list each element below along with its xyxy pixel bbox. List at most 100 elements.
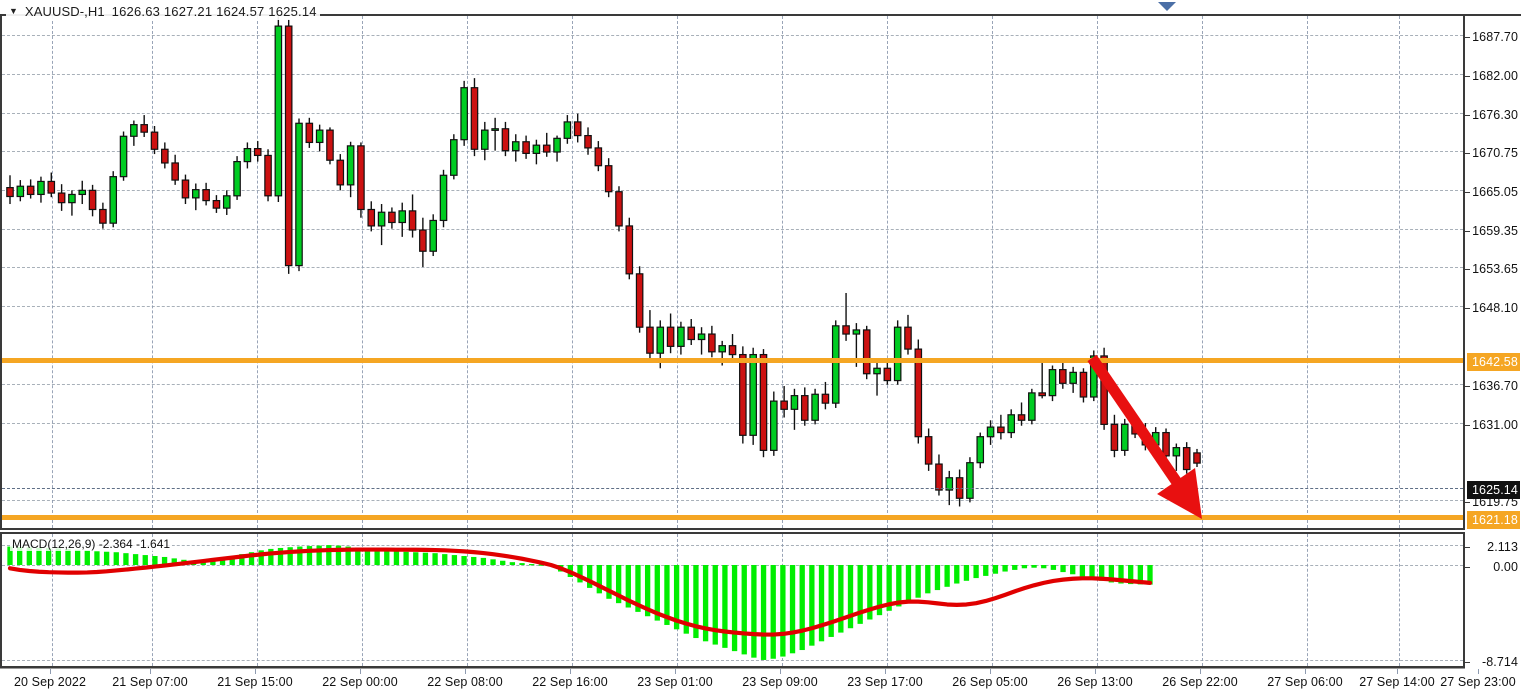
symbol-info-row[interactable]: ▼ XAUUSD-,H1 1626.63 1627.21 1624.57 162… (6, 2, 320, 20)
candlestick (161, 142, 169, 169)
candlestick (770, 391, 778, 456)
macd-histogram-bar (17, 547, 23, 565)
gridline-horizontal (2, 500, 1463, 501)
candlestick (57, 184, 66, 211)
candlestick (666, 313, 675, 354)
macd-histogram-bar (983, 565, 989, 576)
candlestick (1193, 448, 1201, 468)
price-axis-tick (1465, 115, 1470, 116)
macd-histogram-bar (1041, 565, 1047, 569)
candlestick (604, 158, 613, 198)
price-axis-label: 1682.00 (1472, 69, 1518, 83)
macd-histogram-bar (1070, 565, 1076, 575)
macd-histogram-bar (905, 565, 912, 603)
macd-axis-label: 2.113 (1487, 540, 1518, 554)
macd-histogram-bar (1128, 565, 1134, 585)
candlestick (130, 120, 138, 146)
time-axis-label: 27 Sep 14:00 (1359, 675, 1435, 689)
macd-histogram-bar (1079, 565, 1086, 577)
time-axis-tick (990, 669, 991, 674)
macd-histogram-bar (963, 565, 970, 581)
time-axis[interactable]: 20 Sep 2022 21 Sep 07:00 21 Sep 15:00 22 Se… (0, 668, 1516, 699)
gridline-horizontal (2, 384, 1463, 385)
time-axis-tick (255, 669, 256, 674)
price-axis-label: 1659.35 (1472, 224, 1518, 238)
candlestick (677, 321, 685, 355)
macd-histogram-bar (55, 548, 61, 565)
price-axis-label: 1670.75 (1472, 146, 1518, 160)
macd-signal-line (7, 547, 1153, 637)
macd-histogram-bar (1137, 565, 1143, 585)
macd-histogram-bar (45, 548, 52, 565)
candlestick (976, 432, 985, 469)
macd-histogram-bar (277, 547, 284, 565)
candlestick (460, 80, 468, 146)
price-axis-tick (1465, 153, 1470, 154)
macd-histogram-bar (992, 565, 999, 574)
macd-histogram-bar (500, 560, 506, 565)
candlestick (491, 117, 499, 151)
macd-histogram-bar (239, 554, 245, 565)
macd-histogram-bar (1050, 565, 1057, 570)
macd-histogram-bar (36, 547, 42, 565)
macd-histogram-bar (161, 556, 168, 565)
macd-histogram-bar (838, 565, 844, 633)
time-axis-label: 27 Sep 06:00 (1267, 675, 1343, 689)
time-axis-tick (1200, 669, 1201, 674)
macd-histogram-bar (364, 548, 371, 565)
price-axis-tick (1465, 386, 1470, 387)
candlestick (584, 127, 592, 155)
candlestick (986, 420, 995, 445)
candlestick (450, 134, 458, 180)
candlestick (171, 154, 179, 185)
price-level-line-resistance[interactable] (2, 358, 1463, 363)
macd-histogram-bar (818, 565, 825, 642)
time-axis-label: 22 Sep 16:00 (532, 675, 608, 689)
candlestick (842, 292, 850, 341)
macd-histogram-bar (442, 554, 448, 565)
macd-histogram-bar (886, 565, 892, 611)
gridline-horizontal (2, 151, 1463, 152)
macd-histogram-bar (84, 550, 90, 565)
macd-gridline-vertical (1307, 534, 1308, 666)
price-axis[interactable]: 1687.70 1682.00 1676.30 1670.75 1665.05 1659.… (1465, 14, 1521, 670)
candlestick (749, 347, 757, 445)
level-price-chip[interactable]: 1642.58 (1467, 353, 1520, 371)
candlestick (759, 349, 768, 458)
macd-indicator-pane[interactable]: MACD(12,26,9) -2.364 -1.641 (0, 532, 1481, 668)
candlestick (429, 214, 437, 257)
time-axis-label: 22 Sep 08:00 (427, 675, 503, 689)
macd-histogram-bar (432, 553, 438, 565)
price-level-line-support[interactable] (2, 515, 1463, 520)
time-axis-tick (780, 669, 781, 674)
macd-histogram-bar (219, 557, 226, 565)
candlestick (790, 388, 799, 430)
macd-histogram-bar (345, 546, 351, 565)
candlestick (140, 115, 148, 137)
candlestick (646, 310, 654, 363)
candlestick (594, 141, 603, 172)
candlestick (357, 142, 365, 218)
macd-histogram-bar (393, 551, 400, 565)
macd-histogram-bar (152, 556, 158, 565)
macd-histogram-bar (973, 565, 979, 579)
level-price-chip[interactable]: 1621.18 (1467, 511, 1520, 529)
candlestick (904, 314, 912, 355)
macd-histogram-bar (471, 556, 477, 565)
arrow-annotation[interactable] (2, 16, 1463, 528)
gridline-vertical (1097, 16, 1098, 528)
candlestick (37, 176, 45, 203)
price-chart-pane[interactable] (0, 14, 1481, 530)
macd-histogram-bar (123, 553, 129, 565)
candlestick (635, 266, 644, 333)
time-axis-label: 21 Sep 15:00 (217, 675, 293, 689)
macd-histogram-bar (461, 556, 467, 565)
candlestick (16, 180, 25, 202)
macd-histogram-bar (142, 555, 148, 565)
macd-histogram-bar (1060, 565, 1066, 573)
macd-histogram-bar (422, 552, 429, 565)
current-price-chip[interactable]: 1625.14 (1467, 481, 1520, 499)
symbol-name: XAUUSD-,H1 (24, 3, 105, 19)
collapse-caret-icon[interactable]: ▼ (9, 5, 18, 16)
macd-histogram-bar (335, 545, 342, 565)
